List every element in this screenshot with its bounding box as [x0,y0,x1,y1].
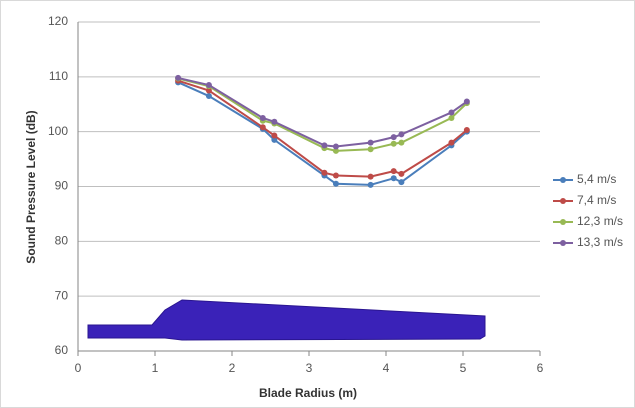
data-point [259,114,266,121]
x-tick-label: 0 [75,361,82,375]
y-tick-label: 90 [55,179,69,193]
data-point [321,142,328,149]
data-point [463,127,470,134]
data-point [367,173,374,180]
data-point [205,93,212,100]
data-point [390,168,397,175]
x-tick-label: 2 [229,361,236,375]
data-point [367,139,374,146]
data-point [271,132,278,139]
x-tick-label: 6 [537,361,544,375]
data-point [332,143,339,150]
legend-marker [560,240,566,246]
data-point [463,98,470,105]
x-tick-label: 3 [306,361,313,375]
y-tick-label: 110 [49,69,68,83]
legend-marker [560,198,566,204]
legend-label: 12,3 m/s [577,214,623,228]
data-point [321,169,328,176]
legend-label: 13,3 m/s [577,235,623,249]
y-axis-title: Sound Pressure Level (dB) [24,110,38,263]
y-tick-label: 120 [48,14,68,28]
legend-label: 5,4 m/s [577,172,616,186]
data-point [398,170,405,177]
y-tick-label: 70 [55,288,69,302]
data-point [332,172,339,179]
legend-marker [560,177,566,183]
data-point [398,131,405,138]
data-point [271,136,278,143]
data-point [390,140,397,147]
data-point [271,118,278,125]
data-point [175,74,182,81]
data-point [332,180,339,187]
data-point [367,181,374,188]
data-point [390,134,397,141]
data-point [390,175,397,182]
y-tick-label: 80 [55,234,69,248]
data-point [448,109,455,116]
legend-marker [560,219,566,225]
x-tick-label: 4 [383,361,390,375]
x-tick-label: 1 [152,361,159,375]
data-point [448,139,455,146]
data-point [367,146,374,153]
y-tick-label: 100 [48,124,68,138]
data-point [398,139,405,146]
data-point [205,87,212,94]
legend-label: 7,4 m/s [577,193,616,207]
x-axis-title: Blade Radius (m) [259,386,357,400]
y-tick-label: 60 [55,343,69,357]
x-tick-label: 5 [460,361,467,375]
data-point [332,147,339,154]
data-point [205,82,212,89]
data-point [448,114,455,121]
data-point [259,124,266,131]
data-point [398,179,405,186]
blade-shape [87,299,486,341]
